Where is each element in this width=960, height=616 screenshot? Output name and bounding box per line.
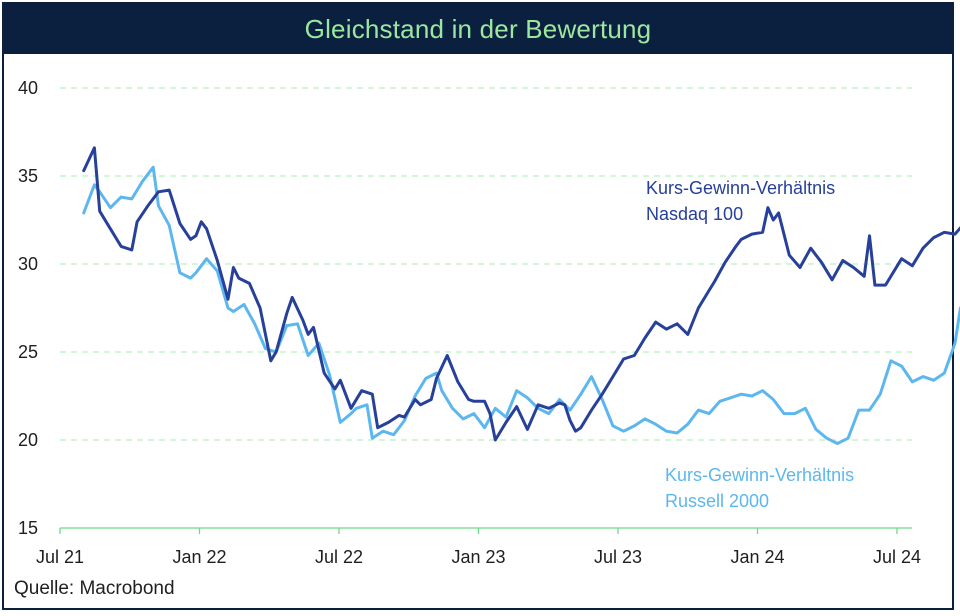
source-note: Quelle: Macrobond — [14, 578, 175, 599]
y-tick-label: 40 — [18, 78, 38, 98]
russell-2000-line — [82, 165, 960, 445]
chart-frame: Gleichstand in der Bewertung — [2, 2, 954, 610]
nasdaq-series-label: Nasdaq 100 — [646, 204, 743, 224]
x-tick-label: Jul 23 — [594, 547, 642, 567]
series-lines — [82, 146, 960, 445]
title-bar: Gleichstand in der Bewertung — [4, 4, 952, 54]
chart-title: Gleichstand in der Bewertung — [304, 13, 652, 44]
russell-series-label: Kurs-Gewinn-Verhältnis — [665, 465, 854, 485]
x-tick-label: Jul 24 — [873, 547, 921, 567]
nasdaq-100-line — [82, 146, 960, 442]
gridlines — [60, 87, 912, 441]
y-tick-labels: 15 20 25 30 35 40 — [18, 78, 38, 538]
y-tick-label: 20 — [18, 430, 38, 450]
nasdaq-series-label: Kurs-Gewinn-Verhältnis — [646, 178, 835, 198]
x-tick-label: Jan 22 — [172, 547, 226, 567]
y-tick-label: 30 — [18, 254, 38, 274]
y-tick-label: 35 — [18, 166, 38, 186]
x-tick-labels: Jul 21 Jan 22 Jul 22 Jan 23 Jul 23 Jan 24 Jul … — [36, 528, 921, 567]
y-tick-label: 15 — [18, 518, 38, 538]
x-tick-label: Jan 23 — [451, 547, 505, 567]
russell-series-label: Russell 2000 — [665, 491, 769, 511]
y-tick-label: 25 — [18, 342, 38, 362]
series-labels: Kurs-Gewinn-Verhältnis Nasdaq 100 Kurs-Gew… — [646, 178, 854, 511]
x-tick-label: Jul 22 — [315, 547, 363, 567]
x-tick-label: Jan 24 — [730, 547, 784, 567]
x-tick-label: Jul 21 — [36, 547, 84, 567]
